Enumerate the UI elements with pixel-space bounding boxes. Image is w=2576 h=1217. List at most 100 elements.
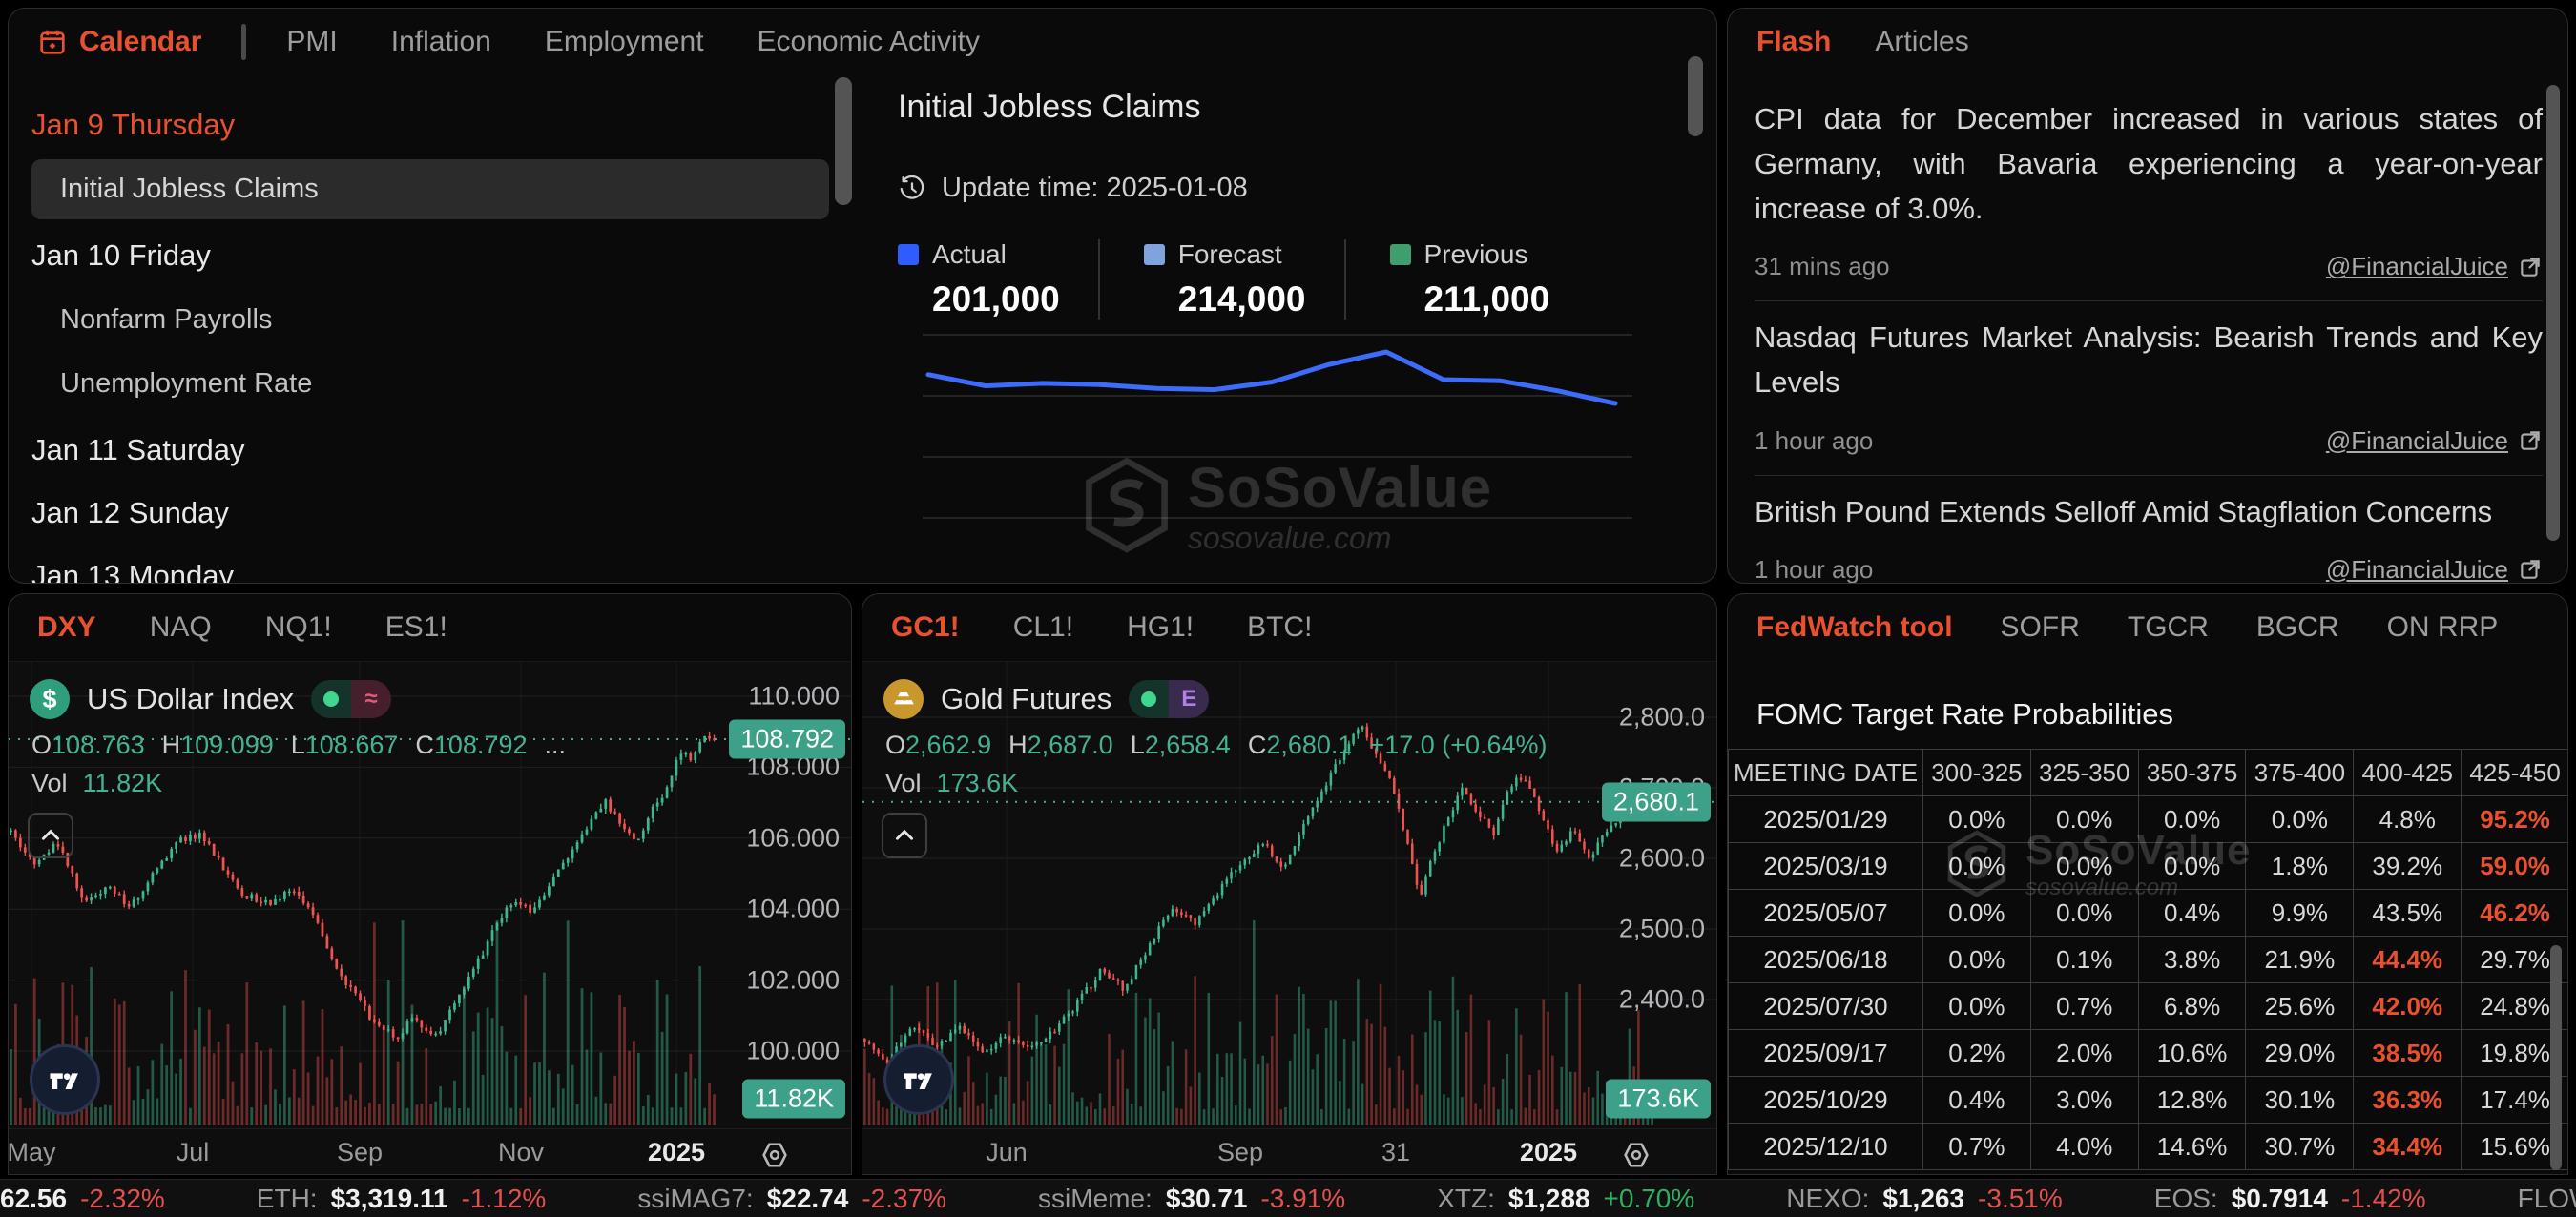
calendar-day-jan-12-sunday[interactable]: Jan 12 Sunday	[31, 496, 229, 529]
gold-candlestick-chart[interactable]	[862, 662, 1717, 1175]
table-row: 2025/07/30 0.0% 0.7% 6.8% 25.6% 42.0% 24.8%	[1728, 982, 2567, 1030]
economic-calendar-panel: Calendar PMI Inflation Employment Economic A…	[8, 8, 1717, 584]
tab-flash[interactable]: Flash	[1756, 26, 1832, 57]
legend-label: Actual	[932, 239, 1007, 269]
tab-hg1[interactable]: HG1!	[1127, 611, 1195, 643]
meeting-date-cell: 2025/03/19	[1728, 842, 1923, 890]
last-price-badge: 108.792	[729, 719, 845, 759]
probability-cell: 43.5%	[2353, 889, 2462, 937]
column-header-425-450: 425-450	[2461, 749, 2567, 796]
news-source-link[interactable]: @FinancialJuice	[2326, 555, 2543, 583]
tab-inflation[interactable]: Inflation	[390, 26, 491, 57]
data-mode-icon: ≈	[351, 680, 392, 718]
probability-cell: 0.1%	[2029, 936, 2139, 983]
calendar-day-jan-9-thursday[interactable]: Jan 9 Thursday	[31, 108, 236, 141]
tab-articles[interactable]: Articles	[1875, 26, 1969, 57]
probability-cell: 1.8%	[2245, 842, 2355, 890]
tradingview-logo[interactable]	[883, 1044, 954, 1115]
news-item[interactable]: CPI data for December increased in vario…	[1755, 83, 2543, 302]
legend-swatch-forecast	[1143, 244, 1165, 265]
tab-es1[interactable]: ES1!	[384, 611, 447, 643]
tab-on-rrp[interactable]: ON RRP	[2386, 611, 2499, 643]
axis-settings-gear-icon[interactable]	[1619, 1138, 1653, 1167]
tab-gc1[interactable]: GC1!	[891, 611, 960, 643]
calendar-day-jan-13-monday[interactable]: Jan 13 Monday	[31, 559, 234, 584]
tab-sofr[interactable]: SOFR	[2000, 611, 2080, 643]
tab-bgcr[interactable]: BGCR	[2255, 611, 2339, 643]
probability-cell: 44.4%	[2353, 936, 2462, 983]
probability-cell: 0.7%	[2029, 982, 2139, 1030]
tab-btc[interactable]: BTC!	[1247, 611, 1313, 643]
symbol-name: US Dollar Index	[87, 682, 295, 715]
news-scrollbar[interactable]	[2546, 85, 2560, 541]
tab-cl1[interactable]: CL1!	[1012, 611, 1074, 643]
detail-scrollbar[interactable]	[1688, 56, 1703, 136]
tab-pmi[interactable]: PMI	[286, 26, 338, 57]
dxy-chart-region: $ US Dollar Index ≈ O108.763 H109.099 L108.66…	[9, 661, 851, 1174]
tab-fedwatch-tool[interactable]: FedWatch tool	[1756, 611, 1953, 643]
news-timestamp: 1 hour ago	[1755, 554, 1874, 584]
tab-naq[interactable]: NAQ	[149, 611, 212, 643]
dxy-tab-bar: DXY NAQ NQ1! ES1!	[9, 594, 851, 661]
tab-economic-activity[interactable]: Economic Activity	[757, 26, 980, 57]
ohlc-h: H109.099	[161, 731, 274, 759]
market-status-toggle[interactable]: ≈	[311, 680, 392, 718]
column-header-375-400: 375-400	[2245, 749, 2355, 796]
table-row: 2025/05/07 0.0% 0.0% 0.4% 9.9% 43.5% 46.2%	[1728, 889, 2567, 937]
tradingview-logo[interactable]	[30, 1044, 100, 1115]
probability-cell: 12.8%	[2137, 1076, 2247, 1124]
ohlc-l: L2,658.4	[1130, 731, 1231, 759]
ticker-item-flow[interactable]: FLOW:$0.739+2.92%	[2518, 1184, 2576, 1214]
ticker-item-eth[interactable]: ETH: $3,319.11 -1.12%	[257, 1184, 638, 1214]
ticker-item-ssimag7[interactable]: ssiMAG7: $22.74 -2.37%	[637, 1184, 1038, 1214]
ticker-change: -3.91%	[1260, 1183, 1346, 1213]
ticker-item-eos[interactable]: EOS: $0.7914 -1.42%	[2154, 1184, 2518, 1214]
probability-cell: 39.2%	[2353, 842, 2462, 890]
ticker-item-xtz[interactable]: XTZ: $1,288 +0.70%	[1437, 1184, 1786, 1214]
probability-cell: 29.7%	[2461, 936, 2567, 983]
news-meta: 31 mins ago @FinancialJuice	[1755, 252, 2543, 281]
ticker-item-ssimeme[interactable]: ssiMeme: $30.71 -3.91%	[1038, 1184, 1437, 1214]
tab-tgcr[interactable]: TGCR	[2127, 611, 2209, 643]
tab-label: Calendar	[79, 26, 202, 57]
probability-cell: 2.0%	[2029, 1029, 2139, 1077]
news-item[interactable]: British Pound Extends Selloff Amid Stagf…	[1755, 476, 2543, 584]
collapse-chevron-button[interactable]	[28, 813, 73, 858]
news-source-link[interactable]: @FinancialJuice	[2326, 252, 2543, 281]
tab-nq1[interactable]: NQ1!	[264, 611, 332, 643]
calendar-event-unemployment-rate[interactable]: Unemployment Rate	[60, 368, 313, 399]
probability-cell: 4.0%	[2029, 1123, 2139, 1170]
calendar-event-nonfarm-payrolls[interactable]: Nonfarm Payrolls	[60, 304, 273, 335]
dxy-candlestick-chart[interactable]	[9, 662, 852, 1175]
tab-calendar[interactable]: Calendar	[37, 26, 201, 58]
ticker-symbol-label: ssiMeme:	[1038, 1183, 1153, 1213]
volume-badge: 11.82K	[742, 1079, 845, 1119]
fedwatch-scrollbar[interactable]	[2550, 945, 2562, 1170]
ticker-item-nexo[interactable]: NEXO: $1,263 -3.51%	[1786, 1184, 2154, 1214]
calendar-day-jan-11-saturday[interactable]: Jan 11 Saturday	[31, 433, 245, 466]
axis-settings-gear-icon[interactable]	[758, 1138, 792, 1167]
calendar-day-jan-10-friday[interactable]: Jan 10 Friday	[31, 238, 211, 272]
collapse-chevron-button[interactable]	[882, 813, 927, 858]
ticker-item-clipped[interactable]: 62.56 -2.32%	[0, 1184, 257, 1214]
tab-dxy[interactable]: DXY	[37, 611, 96, 643]
tab-employment[interactable]: Employment	[544, 26, 704, 57]
news-source-link[interactable]: @FinancialJuice	[2326, 426, 2543, 456]
data-mode-icon: E	[1169, 680, 1210, 718]
probability-cell: 0.0%	[2137, 795, 2247, 843]
price-ticker-bar: 62.56 -2.32% ETH: $3,319.11 -1.12% ssiMAG7: $2…	[0, 1179, 2576, 1217]
dxy-chart-panel: DXY NAQ NQ1! ES1! $ US Dollar Index ≈ O108.763…	[8, 593, 852, 1175]
calendar-scrollbar[interactable]	[835, 77, 852, 205]
ticker-symbol-label: ETH:	[256, 1183, 318, 1213]
market-status-toggle[interactable]: E	[1129, 680, 1210, 718]
x-tick-31: 31	[1381, 1138, 1411, 1166]
ticker-symbol-label: FLOW:	[2517, 1183, 2576, 1213]
news-timestamp: 31 mins ago	[1755, 252, 1890, 281]
news-item[interactable]: Nasdaq Futures Market Analysis: Bearish …	[1755, 301, 2543, 476]
calendar-tab-bar: Calendar PMI Inflation Employment Economic A…	[9, 9, 1716, 75]
jobless-claims-line-chart[interactable]	[915, 329, 1640, 584]
symbol-name: Gold Futures	[941, 682, 1112, 715]
calendar-event-initial-jobless-claims[interactable]: Initial Jobless Claims	[31, 159, 829, 219]
probability-cell: 0.2%	[1922, 1029, 2031, 1077]
column-header-325-350: 325-350	[2029, 749, 2139, 796]
